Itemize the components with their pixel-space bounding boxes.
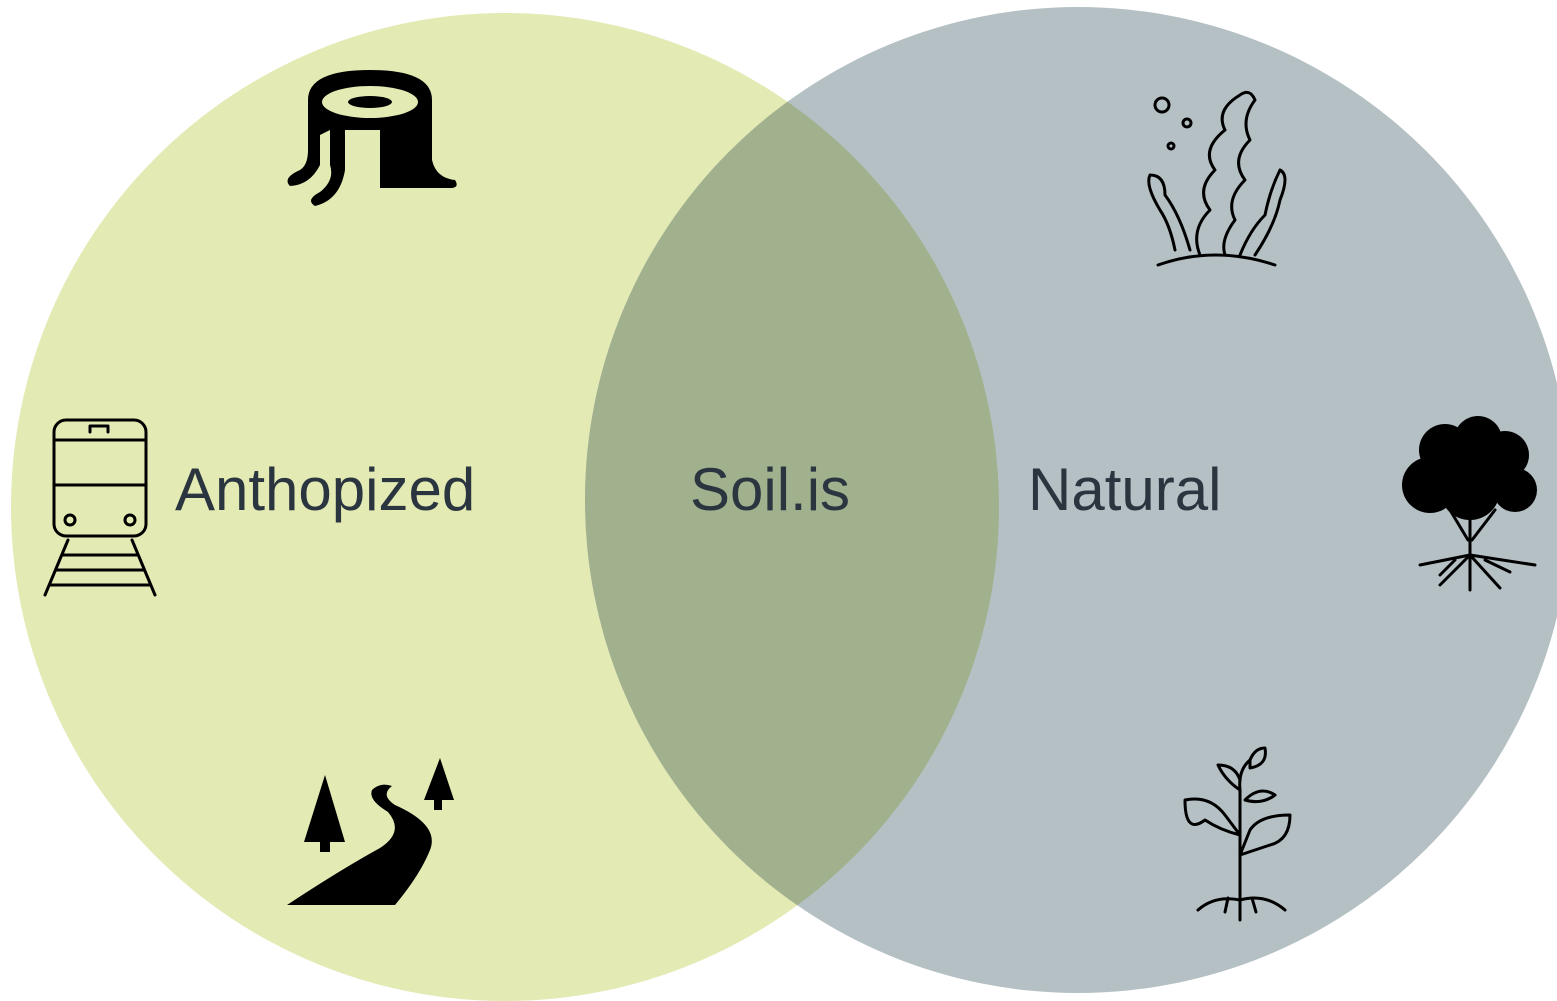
seaweed-icon xyxy=(1147,90,1287,267)
right-label: Natural xyxy=(1028,456,1221,523)
stump-icon xyxy=(287,70,457,206)
left-label: Anthopized xyxy=(175,456,475,523)
center-label: Soil.is xyxy=(690,456,850,523)
overlap xyxy=(585,13,999,993)
road-icon xyxy=(287,758,454,905)
sprout-icon xyxy=(1183,746,1292,922)
train-icon xyxy=(43,418,157,597)
tree-icon xyxy=(1402,416,1537,592)
